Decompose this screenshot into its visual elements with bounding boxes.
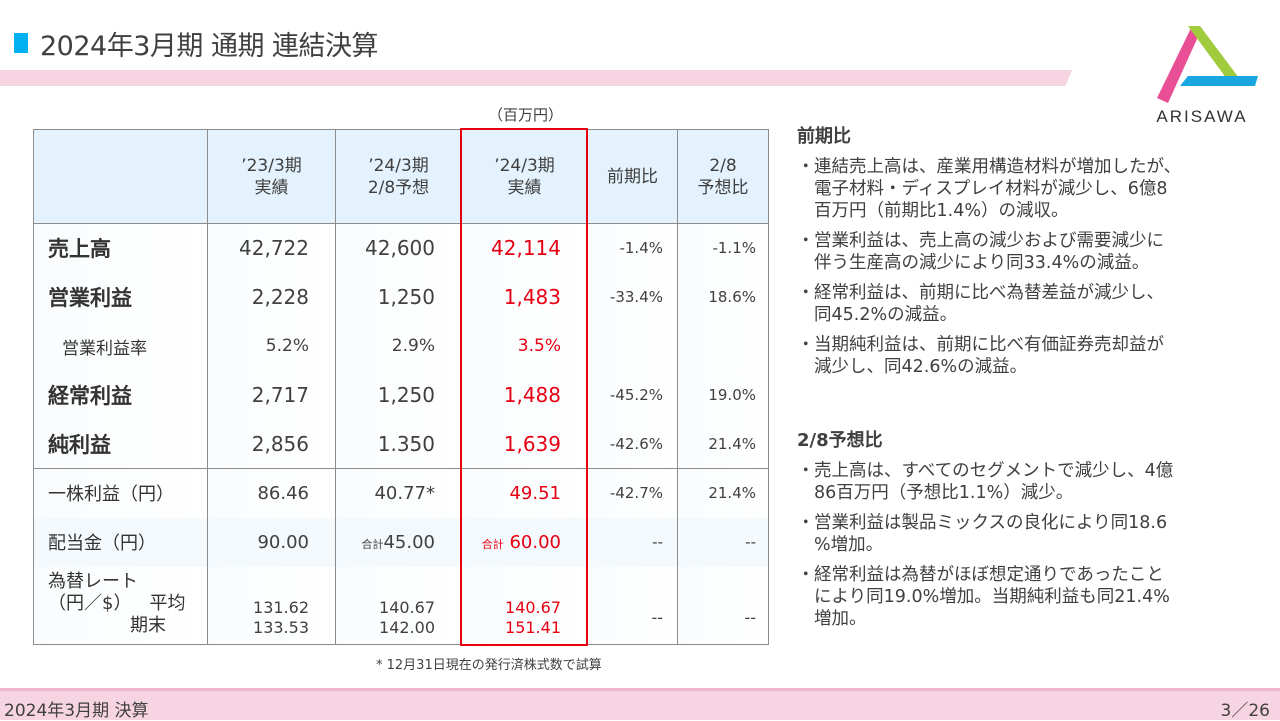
total-prefix: 合計 (481, 537, 504, 551)
row-label: 一株利益（円） (33, 468, 208, 518)
arisawa-logo: ARISAWA (1156, 26, 1258, 126)
bullet-item: ・営業利益は、売上高の減少および需要減少に 伴う生産高の減少により同33.4%の減… (797, 231, 1164, 273)
cell (587, 321, 678, 371)
unit-label: （百万円） (488, 106, 564, 124)
cell: 90.00 (207, 517, 336, 567)
footer-title: 2024年3月期 決算 (4, 701, 149, 721)
logo-pink-bar (1157, 26, 1202, 103)
bullet-item: ・経常利益は、前期に比べ為替差益が減少し、 同45.2%の減益。 (797, 283, 1164, 325)
table-row-eps: 一株利益（円） 86.46 40.77* 49.51 -42.7% 21.4% (33, 468, 769, 518)
cell: 21.4% (677, 468, 769, 518)
cell: 86.46 (207, 468, 336, 518)
footer-bar: 2024年3月期 決算 3／26 (0, 688, 1280, 721)
cell-highlight: 3.5% (461, 321, 588, 371)
table-row-net-income: 純利益 2,856 1.350 1,639 -42.6% 21.4% (33, 419, 769, 469)
bullet-item: ・営業利益は製品ミックスの良化により同18.6 %増加。 (797, 513, 1168, 555)
cell-highlight: 合計 60.00 (461, 517, 588, 567)
cell-highlight: 1,483 (461, 272, 588, 322)
row-label: 営業利益率 (33, 321, 208, 371)
table-row-net-sales: 売上高 42,722 42,600 42,114 -1.4% -1.1% (33, 223, 769, 273)
cell: 42,600 (335, 223, 462, 273)
yoy-commentary: 前期比 ・連結売上高は、産業用構造材料が増加したが、 電子材料・ディスプレイ材料が… (797, 126, 1181, 386)
cell: 40.77* (335, 468, 462, 518)
logo-text: ARISAWA (1156, 107, 1247, 126)
cell: 2.9% (335, 321, 462, 371)
cell: -42.6% (587, 419, 678, 469)
bullet-item: ・当期純利益は、前期に比べ有価証券売却益が 減少し、同42.6%の減益。 (797, 335, 1164, 377)
cell: -33.4% (587, 272, 678, 322)
cell: 1,250 (335, 272, 462, 322)
row-label: 純利益 (33, 419, 208, 469)
cell: 合計45.00 (335, 517, 462, 567)
cell: -- (677, 517, 769, 567)
cell-highlight: 42,114 (461, 223, 588, 273)
title-accent-square (14, 33, 28, 53)
cell: -- (587, 517, 678, 567)
cell: 2,717 (207, 370, 336, 420)
header-24-forecast: ’24/3期 2/8予想 (335, 129, 462, 224)
cell-highlight: 140.67 151.41 (461, 566, 588, 645)
cell-highlight: 1,488 (461, 370, 588, 420)
header-24-actual: ’24/3期 実績 (461, 129, 588, 224)
bullet-item: ・連結売上高は、産業用構造材料が増加したが、 電子材料・ディスプレイ材料が減少し、… (797, 157, 1182, 221)
page-number: 3／26 (1220, 701, 1270, 721)
table-row-fx-rate: 為替レート （円／$） 平均 期末 131.62 133.53 140.67 142.00… (33, 566, 769, 645)
cell: -- (587, 566, 678, 645)
cell: -1.4% (587, 223, 678, 273)
table-row-operating-income: 営業利益 2,228 1,250 1,483 -33.4% 18.6% (33, 272, 769, 322)
forecast-commentary: 2/8予想比 ・売上高は、すべてのセグメントで減少し、4億 86百万円（予想比1.… (797, 430, 1173, 638)
cell: -42.7% (587, 468, 678, 518)
page-title: 2024年3月期 通期 連結決算 (40, 31, 379, 62)
table-row-ordinary-income: 経常利益 2,717 1,250 1,488 -45.2% 19.0% (33, 370, 769, 420)
logo-green-bar (1188, 26, 1245, 86)
table-header-row: ’23/3期 実績 ’24/3期 2/8予想 ’24/3期 実績 前期比 2/8 予想比 (33, 129, 769, 224)
row-label: 配当金（円） (33, 517, 208, 567)
header-yoy: 前期比 (587, 129, 678, 224)
row-label: 経常利益 (33, 370, 208, 420)
row-label: 売上高 (33, 223, 208, 273)
bullet-item: ・経常利益は為替がほぼ想定通りであったこと により同19.0%増加。当期純利益も同… (797, 565, 1170, 629)
row-label: 為替レート （円／$） 平均 期末 (33, 566, 208, 645)
cell: 18.6% (677, 272, 769, 322)
cell: 21.4% (677, 419, 769, 469)
total-prefix: 合計 (361, 537, 384, 551)
cell: 1.350 (335, 419, 462, 469)
table-row-dividend: 配当金（円） 90.00 合計45.00 合計 60.00 -- -- (33, 517, 769, 567)
cell: 2,228 (207, 272, 336, 322)
header-vs-forecast: 2/8 予想比 (677, 129, 769, 224)
row-label: 営業利益 (33, 272, 208, 322)
cell: 2,856 (207, 419, 336, 469)
cell: 140.67 142.00 (335, 566, 462, 645)
logo-blue-bar (1180, 76, 1258, 86)
cell: -- (677, 566, 769, 645)
cell: 1,250 (335, 370, 462, 420)
cell-highlight: 49.51 (461, 468, 588, 518)
table-row-operating-margin: 営業利益率 5.2% 2.9% 3.5% (33, 321, 769, 371)
header-23-actual: ’23/3期 実績 (207, 129, 336, 224)
cell: -45.2% (587, 370, 678, 420)
bullet-item: ・売上高は、すべてのセグメントで減少し、4億 86百万円（予想比1.1%）減少。 (797, 461, 1174, 503)
cell: 19.0% (677, 370, 769, 420)
results-table: ’23/3期 実績 ’24/3期 2/8予想 ’24/3期 実績 前期比 2/8 予想比… (33, 129, 769, 645)
section-heading: 前期比 (797, 126, 851, 147)
cell (677, 321, 769, 371)
cell: -1.1% (677, 223, 769, 273)
cell: 42,722 (207, 223, 336, 273)
section-heading: 2/8予想比 (797, 430, 883, 451)
header-stripe (0, 70, 1072, 86)
cell: 5.2% (207, 321, 336, 371)
footnote: * 12月31日現在の発行済株式数で試算 (376, 658, 602, 673)
header-cell-blank (33, 129, 208, 224)
cell-highlight: 1,639 (461, 419, 588, 469)
cell: 131.62 133.53 (207, 566, 336, 645)
